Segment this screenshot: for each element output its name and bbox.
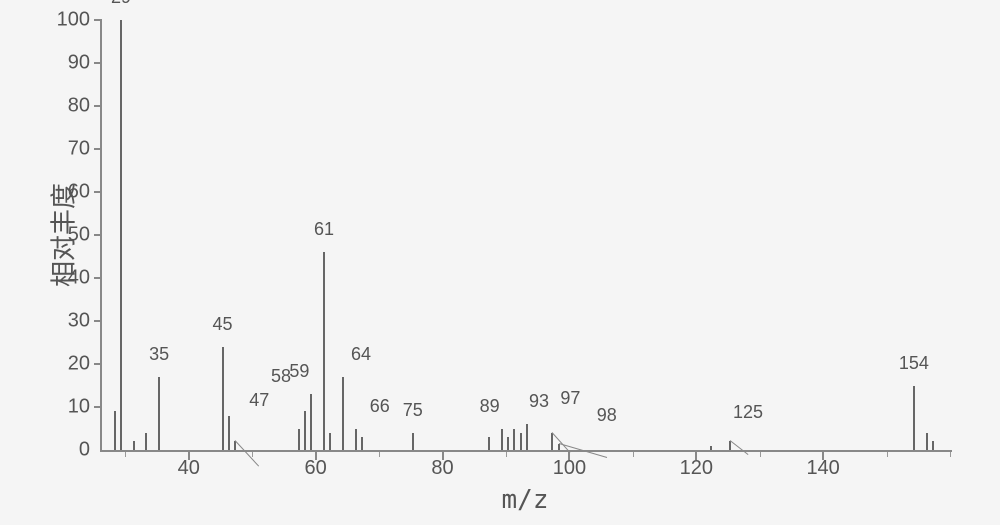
spectrum-peak: [120, 20, 122, 450]
spectrum-peak: [310, 394, 312, 450]
peak-label: 97: [560, 388, 580, 409]
y-tick-label: 10: [68, 396, 90, 419]
peak-label: 61: [314, 219, 334, 240]
spectrum-peak: [926, 433, 928, 450]
y-tick-label: 40: [68, 267, 90, 290]
peak-label: 35: [149, 344, 169, 365]
spectrum-peak: [329, 433, 331, 450]
y-tick-label: 70: [68, 138, 90, 161]
spectrum-peak: [361, 437, 363, 450]
spectrum-peak: [729, 441, 731, 450]
spectrum-peak: [342, 377, 344, 450]
peak-label: 89: [480, 396, 500, 417]
y-tick-label: 80: [68, 95, 90, 118]
x-tick-label: 140: [806, 457, 839, 480]
x-tick-label: 100: [553, 457, 586, 480]
peak-label: 29: [111, 0, 131, 8]
spectrum-peak: [558, 444, 560, 450]
y-axis-labels: 0102030405060708090100: [0, 20, 95, 450]
y-tick-label: 30: [68, 310, 90, 333]
spectrum-peak: [323, 252, 325, 450]
spectrum-peak: [222, 347, 224, 450]
spectrum-peak: [913, 386, 915, 451]
peak-label: 125: [733, 402, 763, 423]
spectrum-peak: [501, 429, 503, 451]
spectrum-peak: [710, 446, 712, 450]
chart-container: 相对丰度 0102030405060708090100 293545475859…: [0, 0, 1000, 525]
peak-label: 66: [370, 396, 390, 417]
y-tick-label: 100: [57, 9, 90, 32]
spectrum-peak: [133, 441, 135, 450]
y-tick-label: 90: [68, 52, 90, 75]
x-tick-label: 40: [178, 457, 200, 480]
y-tick-label: 50: [68, 224, 90, 247]
peak-label: 58: [271, 366, 291, 387]
spectrum-peak: [298, 429, 300, 451]
peak-label: 59: [289, 361, 309, 382]
spectrum-peak: [513, 429, 515, 451]
spectrum-peak: [526, 424, 528, 450]
peak-label: 75: [403, 400, 423, 421]
spectrum-peak: [355, 429, 357, 451]
peak-label: 154: [899, 353, 929, 374]
y-tick-label: 20: [68, 353, 90, 376]
peak-label: 64: [351, 344, 371, 365]
spectrum-peak: [145, 433, 147, 450]
peak-label: 47: [249, 390, 269, 411]
spectrum-peak: [228, 416, 230, 450]
spectrum-peak: [304, 411, 306, 450]
spectrum-peak: [488, 437, 490, 450]
y-tick-label: 0: [79, 439, 90, 462]
x-axis-title: m/z: [100, 485, 950, 515]
y-tick-label: 60: [68, 181, 90, 204]
peak-label: 93: [529, 391, 549, 412]
spectrum-peak: [412, 433, 414, 450]
spectrum-peak: [158, 377, 160, 450]
spectrum-peak: [507, 437, 509, 450]
spectrum-peak: [520, 433, 522, 450]
peak-label: 98: [597, 405, 617, 426]
spectrum-peak: [932, 441, 934, 450]
spectrum-peak: [114, 411, 116, 450]
plot-area: 2935454758596164667589939798125154: [100, 20, 952, 452]
x-tick-label: 60: [305, 457, 327, 480]
peak-label: 45: [213, 314, 233, 335]
x-tick-label: 120: [680, 457, 713, 480]
x-tick-label: 80: [431, 457, 453, 480]
